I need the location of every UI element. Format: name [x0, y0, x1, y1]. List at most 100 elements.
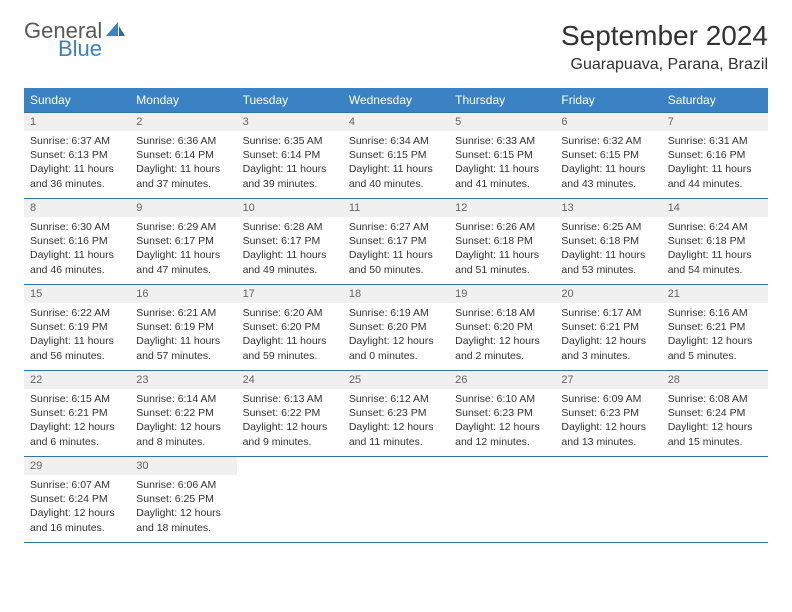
- week-row: 1Sunrise: 6:37 AMSunset: 6:13 PMDaylight…: [24, 113, 768, 199]
- day-line-d1: Daylight: 11 hours: [136, 248, 230, 262]
- day-number: 5: [449, 113, 555, 131]
- day-line-sr: Sunrise: 6:06 AM: [136, 478, 230, 492]
- day-line-d1: Daylight: 12 hours: [30, 506, 124, 520]
- day-body: Sunrise: 6:19 AMSunset: 6:20 PMDaylight:…: [343, 303, 449, 369]
- day-number: 3: [237, 113, 343, 131]
- day-line-ss: Sunset: 6:20 PM: [455, 320, 549, 334]
- day-number: 24: [237, 371, 343, 389]
- day-number: 10: [237, 199, 343, 217]
- day-body: Sunrise: 6:35 AMSunset: 6:14 PMDaylight:…: [237, 131, 343, 197]
- day-line-ss: Sunset: 6:24 PM: [30, 492, 124, 506]
- day-number: 16: [130, 285, 236, 303]
- day-number: 20: [555, 285, 661, 303]
- day-cell: 25Sunrise: 6:12 AMSunset: 6:23 PMDayligh…: [343, 371, 449, 457]
- day-line-sr: Sunrise: 6:12 AM: [349, 392, 443, 406]
- day-cell: [555, 457, 661, 543]
- day-line-d2: and 57 minutes.: [136, 349, 230, 363]
- day-line-d2: and 0 minutes.: [349, 349, 443, 363]
- day-line-ss: Sunset: 6:14 PM: [243, 148, 337, 162]
- week-row: 29Sunrise: 6:07 AMSunset: 6:24 PMDayligh…: [24, 457, 768, 543]
- sail-icon: [104, 20, 126, 42]
- day-line-d2: and 54 minutes.: [668, 263, 762, 277]
- day-body: Sunrise: 6:21 AMSunset: 6:19 PMDaylight:…: [130, 303, 236, 369]
- day-line-d1: Daylight: 11 hours: [668, 248, 762, 262]
- day-line-d2: and 8 minutes.: [136, 435, 230, 449]
- day-number: 4: [343, 113, 449, 131]
- day-cell: 16Sunrise: 6:21 AMSunset: 6:19 PMDayligh…: [130, 285, 236, 371]
- day-line-d2: and 41 minutes.: [455, 177, 549, 191]
- day-cell: 17Sunrise: 6:20 AMSunset: 6:20 PMDayligh…: [237, 285, 343, 371]
- day-line-d1: Daylight: 11 hours: [561, 162, 655, 176]
- day-line-d1: Daylight: 12 hours: [561, 334, 655, 348]
- day-line-d1: Daylight: 12 hours: [243, 420, 337, 434]
- day-body: Sunrise: 6:07 AMSunset: 6:24 PMDaylight:…: [24, 475, 130, 541]
- day-cell: 5Sunrise: 6:33 AMSunset: 6:15 PMDaylight…: [449, 113, 555, 199]
- day-body: Sunrise: 6:18 AMSunset: 6:20 PMDaylight:…: [449, 303, 555, 369]
- day-line-ss: Sunset: 6:18 PM: [561, 234, 655, 248]
- day-line-ss: Sunset: 6:20 PM: [243, 320, 337, 334]
- day-line-d2: and 43 minutes.: [561, 177, 655, 191]
- day-number: 18: [343, 285, 449, 303]
- day-line-ss: Sunset: 6:17 PM: [136, 234, 230, 248]
- day-line-ss: Sunset: 6:21 PM: [30, 406, 124, 420]
- day-line-sr: Sunrise: 6:08 AM: [668, 392, 762, 406]
- dow-row: Sunday Monday Tuesday Wednesday Thursday…: [24, 88, 768, 113]
- day-body: Sunrise: 6:16 AMSunset: 6:21 PMDaylight:…: [662, 303, 768, 369]
- day-number: 21: [662, 285, 768, 303]
- day-line-ss: Sunset: 6:21 PM: [668, 320, 762, 334]
- day-body: Sunrise: 6:25 AMSunset: 6:18 PMDaylight:…: [555, 217, 661, 283]
- day-number: 28: [662, 371, 768, 389]
- day-line-d2: and 44 minutes.: [668, 177, 762, 191]
- day-line-d2: and 53 minutes.: [561, 263, 655, 277]
- day-line-sr: Sunrise: 6:30 AM: [30, 220, 124, 234]
- day-line-d1: Daylight: 12 hours: [455, 334, 549, 348]
- day-body: Sunrise: 6:28 AMSunset: 6:17 PMDaylight:…: [237, 217, 343, 283]
- day-body: Sunrise: 6:09 AMSunset: 6:23 PMDaylight:…: [555, 389, 661, 455]
- day-cell: 9Sunrise: 6:29 AMSunset: 6:17 PMDaylight…: [130, 199, 236, 285]
- day-cell: 24Sunrise: 6:13 AMSunset: 6:22 PMDayligh…: [237, 371, 343, 457]
- day-body: Sunrise: 6:29 AMSunset: 6:17 PMDaylight:…: [130, 217, 236, 283]
- day-number: 25: [343, 371, 449, 389]
- day-line-d2: and 6 minutes.: [30, 435, 124, 449]
- day-number: 8: [24, 199, 130, 217]
- day-line-d1: Daylight: 11 hours: [136, 334, 230, 348]
- day-line-ss: Sunset: 6:22 PM: [243, 406, 337, 420]
- day-line-sr: Sunrise: 6:33 AM: [455, 134, 549, 148]
- day-body: Sunrise: 6:10 AMSunset: 6:23 PMDaylight:…: [449, 389, 555, 455]
- day-line-sr: Sunrise: 6:19 AM: [349, 306, 443, 320]
- day-cell: 18Sunrise: 6:19 AMSunset: 6:20 PMDayligh…: [343, 285, 449, 371]
- day-number: 2: [130, 113, 236, 131]
- day-line-sr: Sunrise: 6:15 AM: [30, 392, 124, 406]
- day-line-d1: Daylight: 12 hours: [668, 334, 762, 348]
- day-number: 7: [662, 113, 768, 131]
- day-line-d1: Daylight: 11 hours: [30, 162, 124, 176]
- day-number: 30: [130, 457, 236, 475]
- day-body: Sunrise: 6:15 AMSunset: 6:21 PMDaylight:…: [24, 389, 130, 455]
- day-cell: 6Sunrise: 6:32 AMSunset: 6:15 PMDaylight…: [555, 113, 661, 199]
- day-line-ss: Sunset: 6:23 PM: [349, 406, 443, 420]
- dow-thursday: Thursday: [449, 88, 555, 113]
- day-line-d1: Daylight: 11 hours: [349, 248, 443, 262]
- day-line-d1: Daylight: 11 hours: [136, 162, 230, 176]
- day-line-ss: Sunset: 6:23 PM: [455, 406, 549, 420]
- day-line-d2: and 49 minutes.: [243, 263, 337, 277]
- day-cell: 11Sunrise: 6:27 AMSunset: 6:17 PMDayligh…: [343, 199, 449, 285]
- day-cell: 4Sunrise: 6:34 AMSunset: 6:15 PMDaylight…: [343, 113, 449, 199]
- day-cell: 20Sunrise: 6:17 AMSunset: 6:21 PMDayligh…: [555, 285, 661, 371]
- day-line-ss: Sunset: 6:15 PM: [455, 148, 549, 162]
- day-line-ss: Sunset: 6:19 PM: [136, 320, 230, 334]
- day-line-ss: Sunset: 6:14 PM: [136, 148, 230, 162]
- day-body: Sunrise: 6:27 AMSunset: 6:17 PMDaylight:…: [343, 217, 449, 283]
- day-line-d2: and 18 minutes.: [136, 521, 230, 535]
- day-line-sr: Sunrise: 6:29 AM: [136, 220, 230, 234]
- day-body: Sunrise: 6:24 AMSunset: 6:18 PMDaylight:…: [662, 217, 768, 283]
- day-line-sr: Sunrise: 6:09 AM: [561, 392, 655, 406]
- day-line-ss: Sunset: 6:20 PM: [349, 320, 443, 334]
- day-line-sr: Sunrise: 6:16 AM: [668, 306, 762, 320]
- day-cell: 3Sunrise: 6:35 AMSunset: 6:14 PMDaylight…: [237, 113, 343, 199]
- day-line-ss: Sunset: 6:17 PM: [243, 234, 337, 248]
- day-cell: 22Sunrise: 6:15 AMSunset: 6:21 PMDayligh…: [24, 371, 130, 457]
- day-line-sr: Sunrise: 6:26 AM: [455, 220, 549, 234]
- day-cell: 15Sunrise: 6:22 AMSunset: 6:19 PMDayligh…: [24, 285, 130, 371]
- day-cell: 1Sunrise: 6:37 AMSunset: 6:13 PMDaylight…: [24, 113, 130, 199]
